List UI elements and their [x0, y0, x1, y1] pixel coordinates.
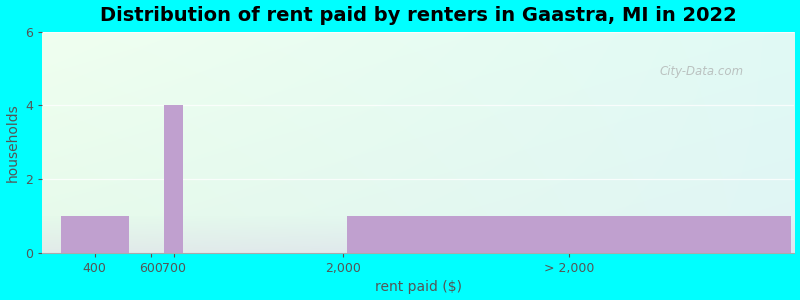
Bar	[164, 105, 183, 253]
Title: Distribution of rent paid by renters in Gaastra, MI in 2022: Distribution of rent paid by renters in …	[100, 6, 737, 25]
Text: City-Data.com: City-Data.com	[659, 65, 743, 78]
Bar	[61, 216, 129, 253]
X-axis label: rent paid ($): rent paid ($)	[374, 280, 462, 294]
Bar	[347, 216, 790, 253]
Y-axis label: households: households	[6, 103, 19, 182]
